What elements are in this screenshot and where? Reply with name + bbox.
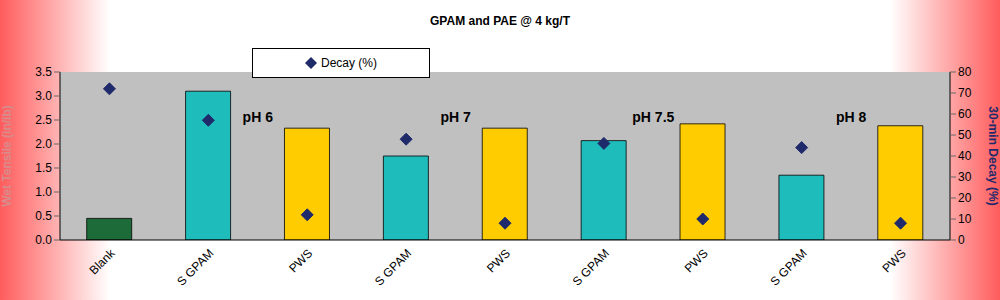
svg-text:70: 70 xyxy=(958,86,972,100)
svg-text:0: 0 xyxy=(958,233,965,247)
svg-text:PWS: PWS xyxy=(484,246,513,275)
svg-text:3.5: 3.5 xyxy=(35,65,52,79)
html-text:GPAM and PAE @ 4 kg/T: GPAM and PAE @ 4 kg/T xyxy=(430,14,570,28)
svg-text:S GPAM: S GPAM xyxy=(174,246,216,288)
svg-text:PWS: PWS xyxy=(286,246,315,275)
svg-text:pH 8: pH 8 xyxy=(836,109,867,125)
svg-text:pH 6: pH 6 xyxy=(243,109,274,125)
svg-text:S GPAM: S GPAM xyxy=(768,246,810,288)
svg-text:20: 20 xyxy=(958,191,972,205)
svg-text:40: 40 xyxy=(958,149,972,163)
svg-text:80: 80 xyxy=(958,65,972,79)
svg-text:2.0: 2.0 xyxy=(35,137,52,151)
svg-text:PWS: PWS xyxy=(879,246,908,275)
svg-text:2.5: 2.5 xyxy=(35,113,52,127)
svg-text:S GPAM: S GPAM xyxy=(570,246,612,288)
svg-text:1.0: 1.0 xyxy=(35,185,52,199)
svg-text:50: 50 xyxy=(958,128,972,142)
svg-text:Blank: Blank xyxy=(86,246,118,278)
svg-text:pH 7: pH 7 xyxy=(440,109,471,125)
svg-text:1.5: 1.5 xyxy=(35,161,52,175)
svg-text:0.5: 0.5 xyxy=(35,209,52,223)
html-text:Decay (%): Decay (%) xyxy=(321,56,377,70)
svg-text:30: 30 xyxy=(958,170,972,184)
svg-text:3.0: 3.0 xyxy=(35,89,52,103)
svg-text:pH 7.5: pH 7.5 xyxy=(632,109,674,125)
svg-text:10: 10 xyxy=(958,212,972,226)
svg-text:60: 60 xyxy=(958,107,972,121)
svg-text:S GPAM: S GPAM xyxy=(372,246,414,288)
svg-text:Wet Tensile (in/lb): Wet Tensile (in/lb) xyxy=(8,105,14,207)
svg-text:0.0: 0.0 xyxy=(35,233,52,247)
svg-text:30-min Decay (%): 30-min Decay (%) xyxy=(986,106,992,205)
svg-text:PWS: PWS xyxy=(682,246,711,275)
